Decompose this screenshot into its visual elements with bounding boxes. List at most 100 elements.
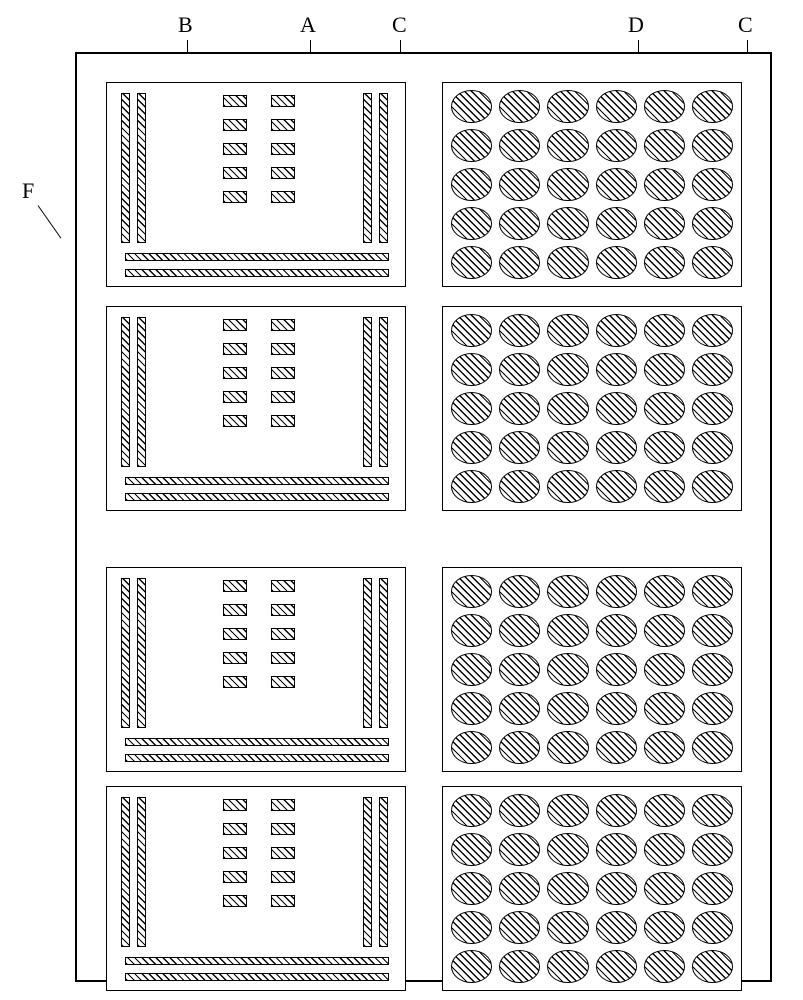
horizontal-bar — [125, 269, 389, 277]
ellipse — [596, 90, 637, 123]
ellipse — [499, 614, 540, 647]
ellipse — [596, 392, 637, 425]
ellipse-grid — [443, 307, 741, 510]
ellipse — [499, 207, 540, 240]
chip — [271, 119, 295, 131]
ellipse — [499, 653, 540, 686]
ellipse — [644, 129, 685, 162]
ellipse — [547, 575, 588, 608]
vertical-bar — [121, 797, 130, 947]
ellipse — [451, 653, 492, 686]
ellipse — [547, 950, 588, 983]
ellipse — [596, 314, 637, 347]
vertical-bar — [137, 797, 146, 947]
chip — [271, 895, 295, 907]
ellipse — [499, 950, 540, 983]
ellipse-grid — [443, 787, 741, 990]
panel-left — [106, 567, 406, 772]
ellipse — [547, 246, 588, 279]
ellipse — [499, 129, 540, 162]
ellipse — [451, 90, 492, 123]
ellipse — [547, 911, 588, 944]
panel-right — [442, 786, 742, 991]
chip — [271, 823, 295, 835]
ellipse — [692, 392, 733, 425]
diagram-root: B A C D C F — [10, 10, 793, 990]
ellipse — [596, 129, 637, 162]
ellipse — [547, 431, 588, 464]
vertical-bar — [137, 578, 146, 728]
chip — [271, 191, 295, 203]
ellipse — [451, 168, 492, 201]
ellipse — [499, 353, 540, 386]
ellipse — [692, 950, 733, 983]
ellipse — [547, 614, 588, 647]
ellipse — [451, 314, 492, 347]
ellipse — [644, 872, 685, 905]
chip — [271, 319, 295, 331]
leader-f-h — [38, 205, 62, 238]
ellipse — [499, 392, 540, 425]
chip — [223, 391, 247, 403]
ellipse — [692, 470, 733, 503]
ellipse — [499, 833, 540, 866]
ellipse — [547, 731, 588, 764]
horizontal-bar — [125, 738, 389, 746]
ellipse — [692, 614, 733, 647]
ellipse — [644, 614, 685, 647]
chip — [223, 847, 247, 859]
ellipse — [692, 911, 733, 944]
ellipse — [692, 431, 733, 464]
ellipse — [644, 314, 685, 347]
ellipse — [499, 731, 540, 764]
ellipse — [596, 794, 637, 827]
ellipse — [547, 392, 588, 425]
panel-left — [106, 306, 406, 511]
ellipse — [644, 794, 685, 827]
ellipse — [547, 692, 588, 725]
vertical-bar — [379, 93, 388, 243]
ellipse — [451, 246, 492, 279]
ellipse — [644, 470, 685, 503]
chip — [223, 580, 247, 592]
chip — [271, 652, 295, 664]
chip — [223, 95, 247, 107]
ellipse — [692, 246, 733, 279]
ellipse — [644, 353, 685, 386]
chip — [271, 95, 295, 107]
ellipse — [451, 872, 492, 905]
ellipse — [644, 731, 685, 764]
ellipse — [547, 794, 588, 827]
ellipse — [547, 353, 588, 386]
vertical-bar — [379, 797, 388, 947]
vertical-bar — [137, 93, 146, 243]
chip — [223, 604, 247, 616]
vertical-bar — [363, 317, 372, 467]
ellipse — [644, 692, 685, 725]
ellipse — [499, 90, 540, 123]
ellipse — [499, 470, 540, 503]
ellipse — [596, 246, 637, 279]
chip — [271, 367, 295, 379]
chip — [271, 628, 295, 640]
panel-right — [442, 567, 742, 772]
ellipse — [644, 911, 685, 944]
ellipse — [644, 90, 685, 123]
ellipse — [596, 207, 637, 240]
ellipse — [596, 731, 637, 764]
ellipse — [451, 392, 492, 425]
chip — [271, 415, 295, 427]
ellipse — [547, 833, 588, 866]
ellipse — [547, 129, 588, 162]
chip — [271, 676, 295, 688]
ellipse — [547, 470, 588, 503]
ellipse — [499, 575, 540, 608]
chip — [223, 167, 247, 179]
horizontal-bar — [125, 477, 389, 485]
chip — [271, 391, 295, 403]
ellipse — [596, 872, 637, 905]
chip — [271, 871, 295, 883]
label-c-left: C — [392, 12, 407, 38]
ellipse — [692, 872, 733, 905]
ellipse — [451, 129, 492, 162]
